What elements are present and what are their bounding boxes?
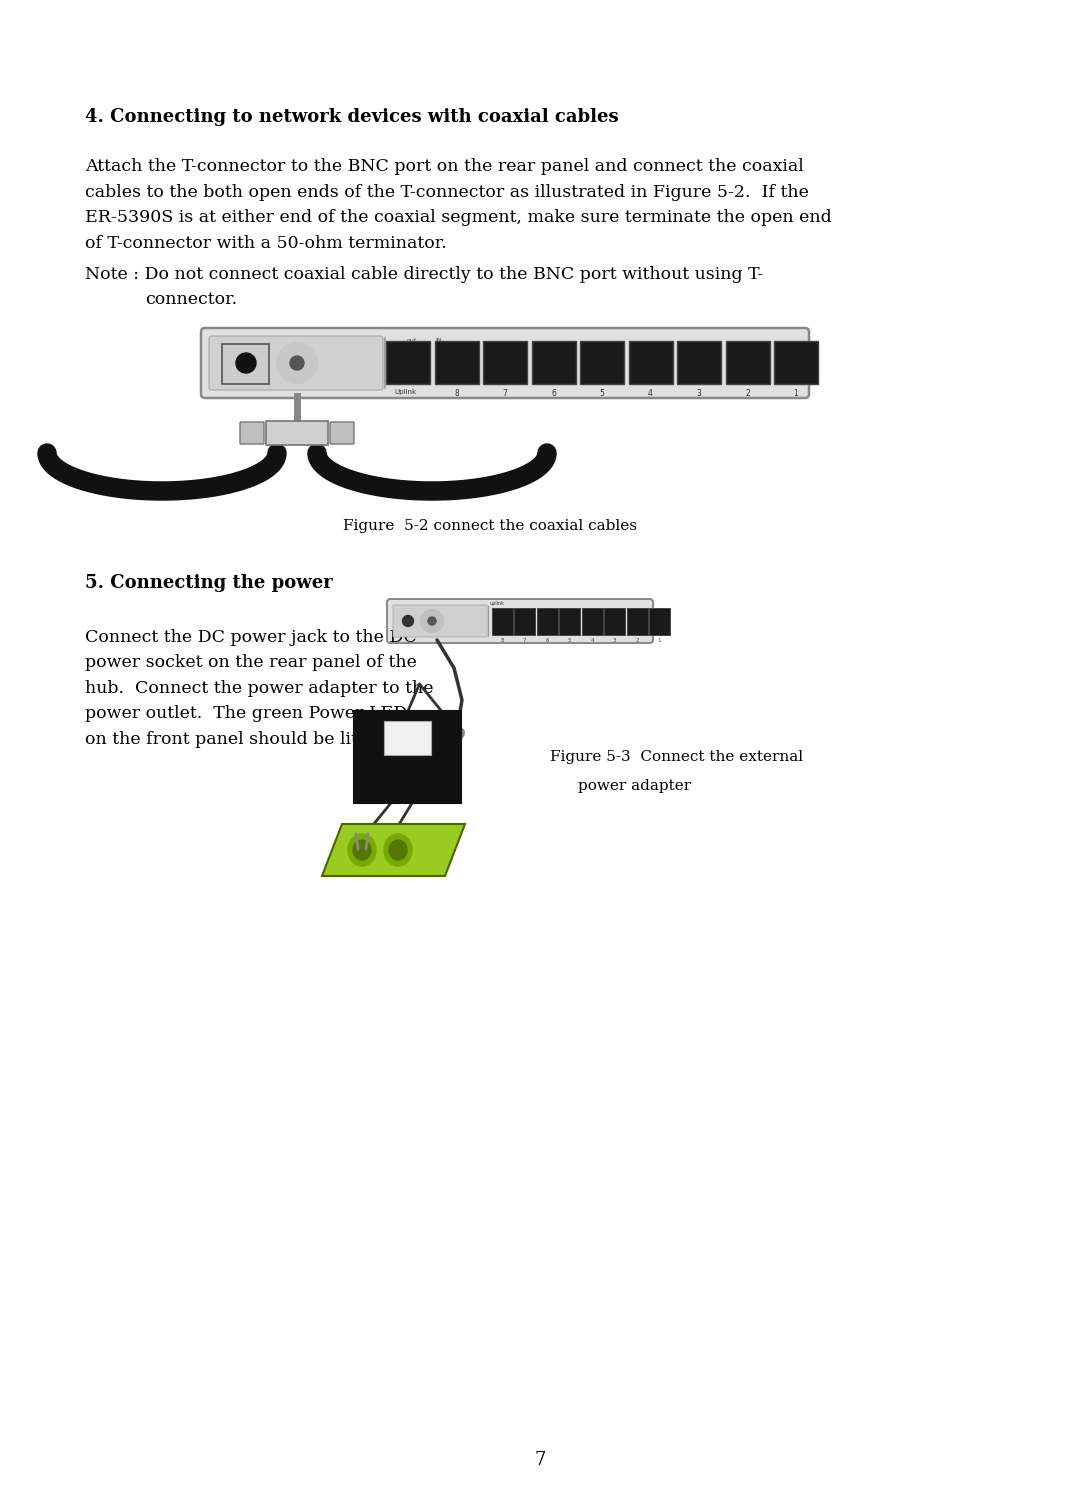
Circle shape — [237, 354, 256, 373]
FancyBboxPatch shape — [629, 340, 673, 383]
Text: 7: 7 — [535, 1450, 545, 1470]
FancyBboxPatch shape — [240, 422, 264, 444]
Text: on the front panel should be lit.: on the front panel should be lit. — [85, 731, 363, 747]
Text: 7: 7 — [502, 389, 508, 398]
Circle shape — [276, 343, 318, 383]
Ellipse shape — [353, 840, 372, 860]
Text: 2: 2 — [745, 389, 750, 398]
FancyBboxPatch shape — [387, 599, 653, 643]
Text: 4: 4 — [591, 637, 594, 642]
Text: of T-connector with a 50-ohm terminator.: of T-connector with a 50-ohm terminator. — [85, 235, 447, 251]
Text: 6: 6 — [545, 637, 549, 642]
Text: 1: 1 — [794, 389, 798, 398]
Text: 5: 5 — [599, 389, 605, 398]
FancyBboxPatch shape — [222, 343, 269, 383]
FancyBboxPatch shape — [201, 328, 809, 398]
Circle shape — [291, 357, 303, 370]
Text: Connect the DC power jack to the DC: Connect the DC power jack to the DC — [85, 629, 417, 646]
FancyBboxPatch shape — [604, 608, 625, 635]
FancyBboxPatch shape — [677, 340, 721, 383]
FancyBboxPatch shape — [649, 608, 670, 635]
FancyBboxPatch shape — [266, 421, 328, 444]
Text: 8: 8 — [454, 389, 459, 398]
FancyBboxPatch shape — [483, 340, 527, 383]
Text: Attach the T-connector to the BNC port on the rear panel and connect the coaxial: Attach the T-connector to the BNC port o… — [85, 158, 804, 175]
FancyBboxPatch shape — [354, 710, 461, 802]
FancyBboxPatch shape — [580, 340, 624, 383]
Text: IN: IN — [435, 337, 442, 342]
FancyBboxPatch shape — [726, 340, 770, 383]
Text: 4: 4 — [648, 389, 653, 398]
FancyBboxPatch shape — [774, 340, 818, 383]
FancyBboxPatch shape — [210, 336, 383, 389]
Text: 3: 3 — [612, 637, 617, 642]
Polygon shape — [322, 825, 465, 877]
Text: 7: 7 — [523, 637, 526, 642]
Text: power socket on the rear panel of the: power socket on the rear panel of the — [85, 654, 417, 672]
FancyBboxPatch shape — [434, 340, 478, 383]
Text: 2: 2 — [635, 637, 638, 642]
Text: 6: 6 — [551, 389, 556, 398]
Text: 5. Connecting the power: 5. Connecting the power — [85, 574, 333, 591]
Ellipse shape — [348, 834, 376, 866]
Text: Figure 5-3  Connect the external: Figure 5-3 Connect the external — [550, 750, 804, 764]
FancyBboxPatch shape — [330, 422, 354, 444]
Text: power adapter: power adapter — [578, 779, 691, 792]
FancyBboxPatch shape — [531, 340, 576, 383]
FancyBboxPatch shape — [393, 605, 487, 637]
Text: out: out — [407, 337, 417, 342]
Text: 5: 5 — [568, 637, 571, 642]
Text: Uplink: Uplink — [394, 389, 416, 395]
FancyBboxPatch shape — [514, 608, 535, 635]
Text: connector.: connector. — [145, 291, 238, 309]
Text: 4. Connecting to network devices with coaxial cables: 4. Connecting to network devices with co… — [85, 108, 619, 126]
FancyBboxPatch shape — [559, 608, 580, 635]
Text: Figure  5-2 connect the coaxial cables: Figure 5-2 connect the coaxial cables — [343, 519, 637, 533]
Ellipse shape — [384, 834, 411, 866]
FancyBboxPatch shape — [537, 608, 557, 635]
FancyBboxPatch shape — [626, 608, 648, 635]
Ellipse shape — [389, 840, 407, 860]
Text: 3: 3 — [697, 389, 701, 398]
Text: ER-5390S is at either end of the coaxial segment, make sure terminate the open e: ER-5390S is at either end of the coaxial… — [85, 210, 832, 226]
Circle shape — [428, 617, 436, 626]
FancyBboxPatch shape — [386, 340, 430, 383]
Text: Note : Do not connect coaxial cable directly to the BNC port without using T-: Note : Do not connect coaxial cable dire… — [85, 266, 764, 282]
Circle shape — [420, 609, 444, 633]
Text: uplink: uplink — [490, 600, 505, 606]
FancyBboxPatch shape — [581, 608, 603, 635]
FancyBboxPatch shape — [491, 608, 513, 635]
Text: cables to the both open ends of the T-connector as illustrated in Figure 5-2.  I: cables to the both open ends of the T-co… — [85, 183, 809, 201]
Circle shape — [403, 615, 414, 627]
Text: hub.  Connect the power adapter to the: hub. Connect the power adapter to the — [85, 681, 433, 697]
Text: power outlet.  The green Power LED: power outlet. The green Power LED — [85, 706, 407, 722]
Ellipse shape — [447, 728, 464, 742]
Text: 1: 1 — [658, 637, 661, 642]
FancyBboxPatch shape — [384, 721, 431, 755]
Text: 8: 8 — [500, 637, 503, 642]
